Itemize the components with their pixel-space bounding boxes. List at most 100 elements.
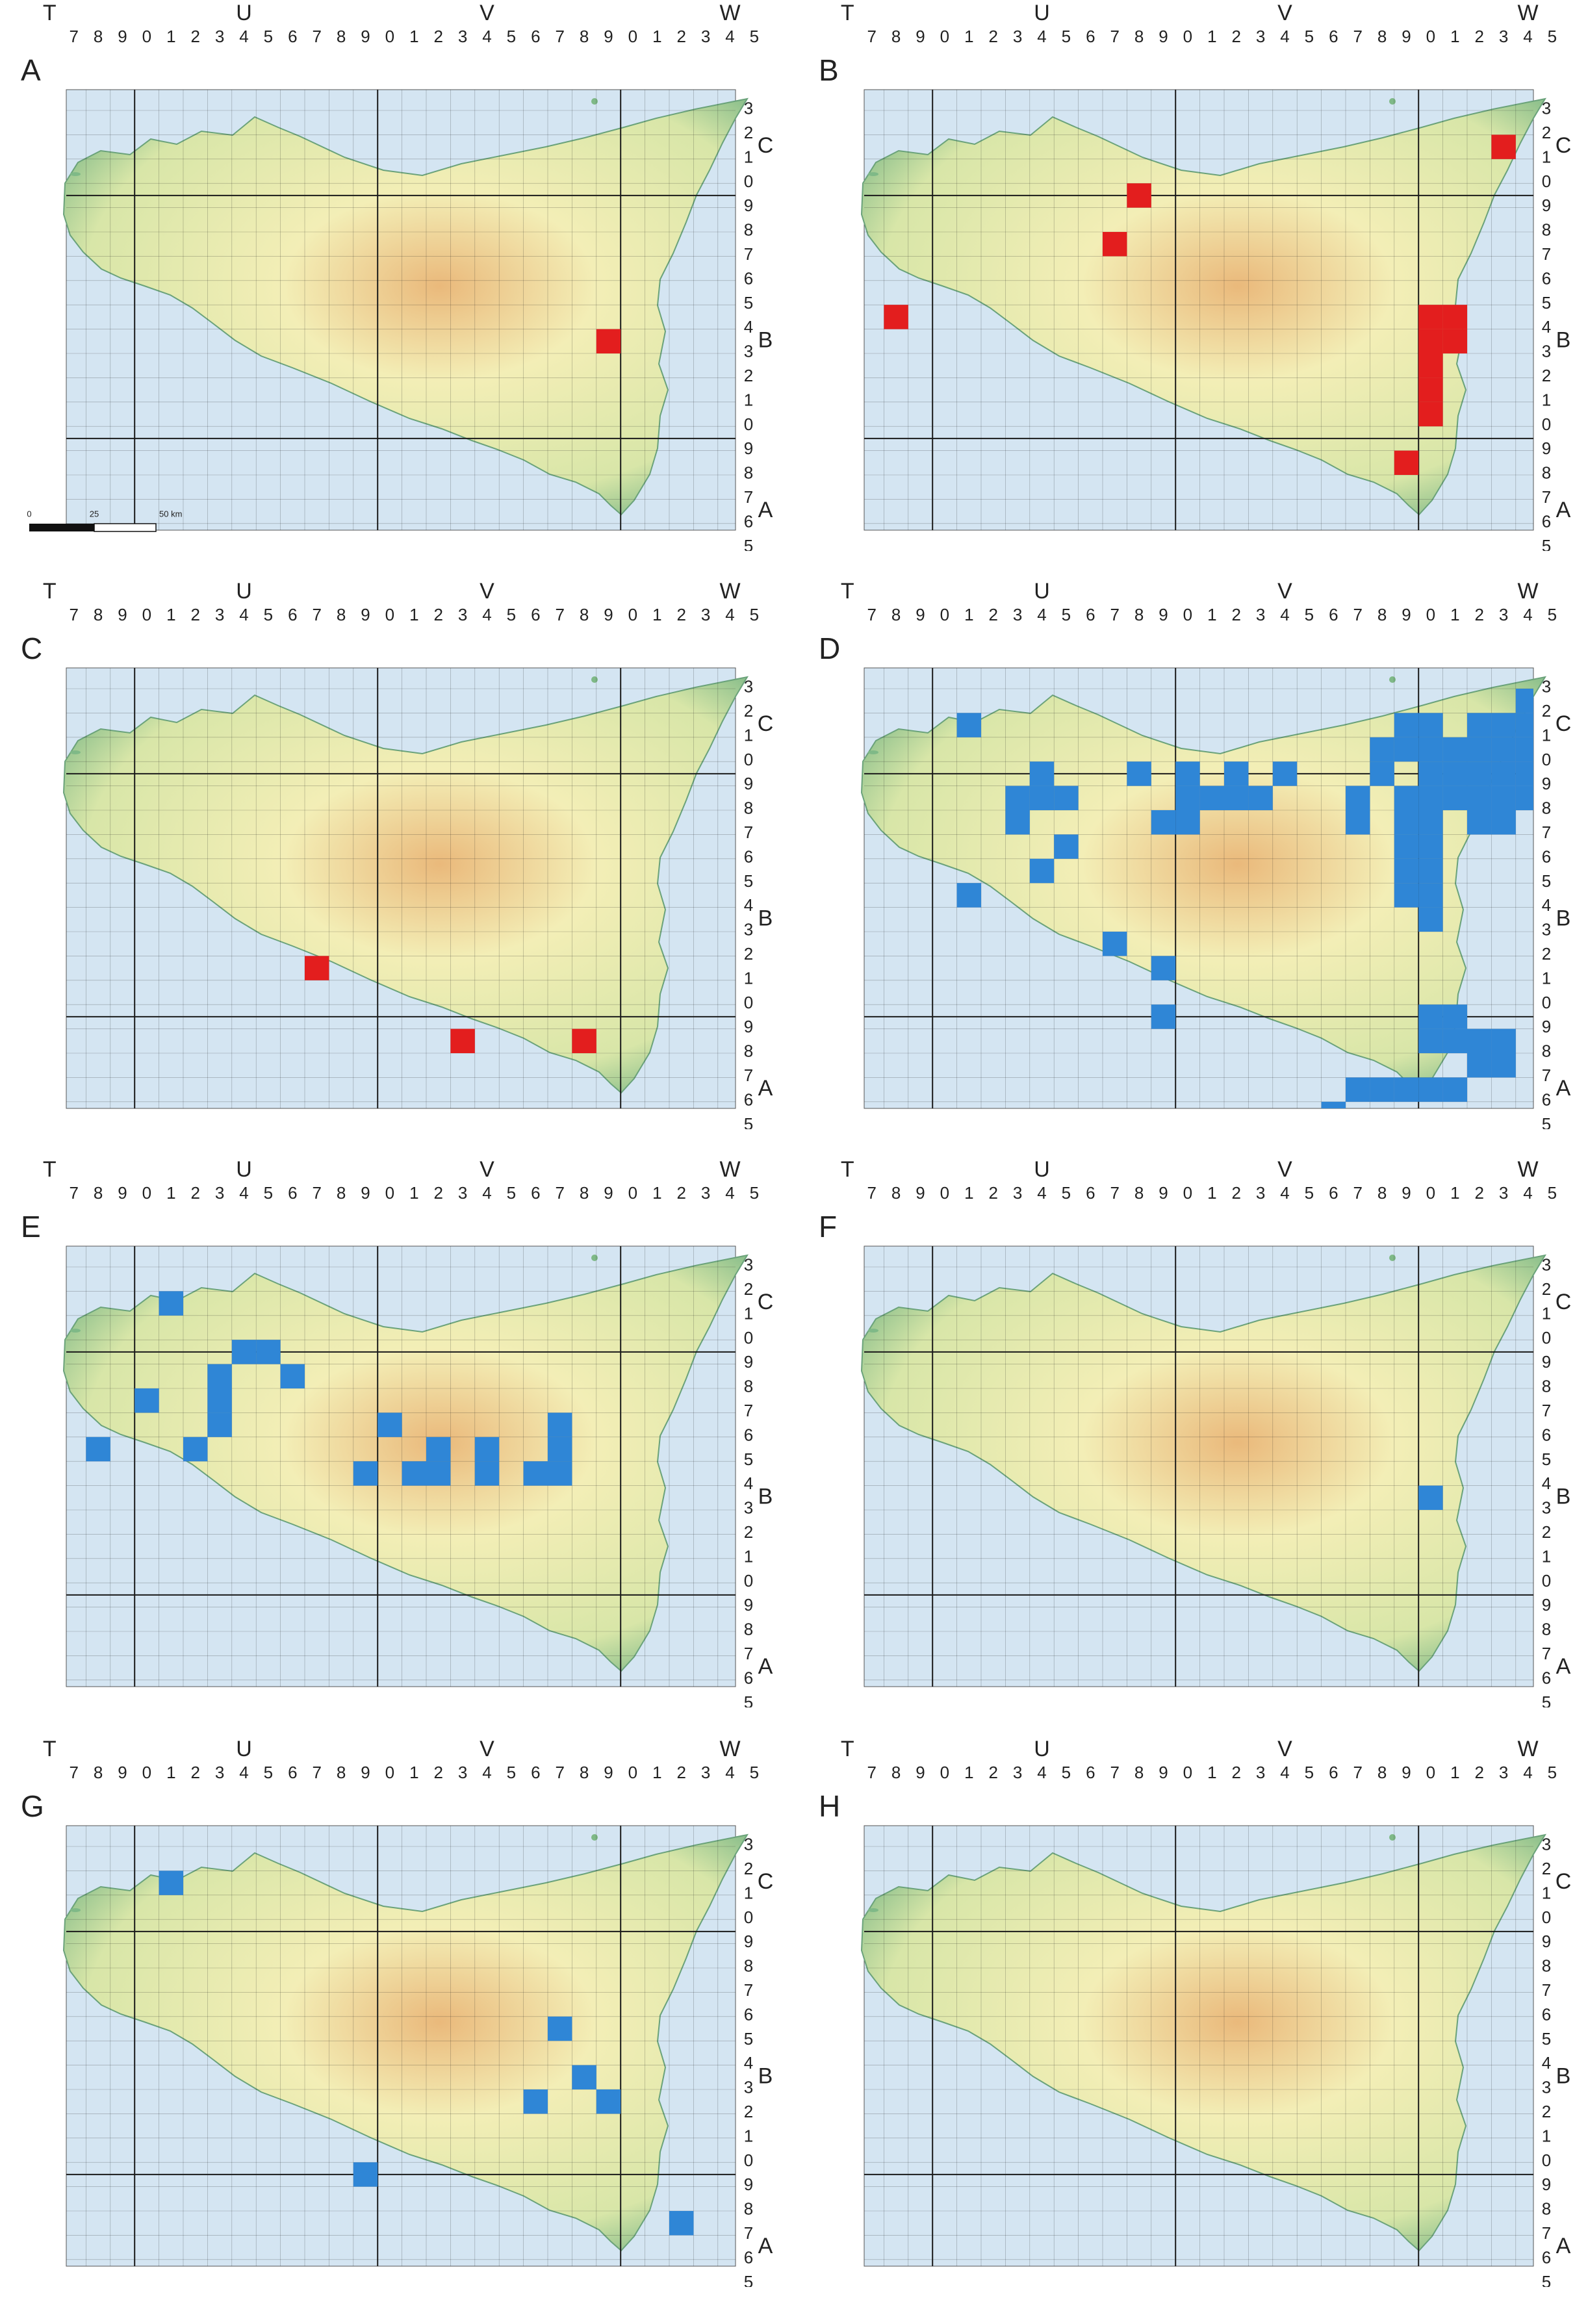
- occupied-square: [1103, 932, 1127, 956]
- column-digit: 0: [1183, 605, 1192, 624]
- occupied-square: [1054, 785, 1079, 810]
- occupied-square: [1418, 737, 1443, 762]
- occupied-square: [1370, 761, 1394, 786]
- egadi-island: [868, 750, 878, 754]
- column-digit: 4: [725, 27, 734, 46]
- zone-letter-u: U: [236, 579, 252, 604]
- column-digit: 4: [1280, 1183, 1289, 1203]
- occupied-square: [1467, 761, 1492, 786]
- row-digit: 4: [744, 317, 753, 337]
- column-digit: 7: [312, 605, 321, 624]
- map-svg: T U V W7 8 9 0 1 2 3 4 5 6 7 8 9 0 1 2 3 4 5 6 7 8 9 0 1 2 3 4 53210987…: [819, 579, 1572, 1129]
- occupied-square: [1394, 450, 1419, 475]
- row-digit: 8: [1542, 1956, 1551, 1976]
- occupied-square: [1151, 956, 1176, 980]
- column-digit: 4: [1523, 1763, 1532, 1782]
- row-digit: 8: [744, 2199, 753, 2219]
- aeolian-island: [1389, 98, 1396, 105]
- row-digit: 0: [744, 1328, 753, 1347]
- occupied-square: [548, 1412, 572, 1437]
- row-digit: 6: [744, 2004, 753, 2024]
- row-digit: 1: [744, 968, 753, 988]
- occupied-square: [1418, 377, 1443, 402]
- column-digit: 8: [1134, 1183, 1144, 1203]
- row-digit: 1: [744, 2126, 753, 2145]
- occupied-square: [1442, 737, 1467, 762]
- occupied-square: [1346, 785, 1370, 810]
- band-letter-c: C: [1556, 711, 1572, 736]
- column-digit: 3: [701, 27, 710, 46]
- column-digit: 4: [725, 605, 734, 624]
- occupied-square: [1029, 858, 1055, 884]
- occupied-square: [956, 713, 981, 737]
- column-digit: 4: [239, 1183, 248, 1203]
- occupied-square: [1394, 810, 1419, 835]
- column-digit: 8: [891, 1183, 901, 1203]
- column-digit: 7: [69, 1183, 78, 1203]
- column-digit: 2: [1231, 1183, 1240, 1203]
- row-digit: 0: [1542, 1571, 1551, 1590]
- occupied-square: [1029, 785, 1055, 810]
- egadi-island: [868, 172, 878, 176]
- column-digit: 1: [652, 1763, 661, 1782]
- column-digit: 4: [1523, 605, 1532, 624]
- utm-grid: [864, 668, 1533, 1108]
- aeolian-island: [591, 1834, 598, 1841]
- column-digit: 5: [264, 1183, 273, 1203]
- row-digit: 7: [744, 823, 753, 842]
- row-digit: 0: [744, 993, 753, 1012]
- row-digit: 9: [1542, 774, 1551, 793]
- row-digit: 8: [1542, 1620, 1551, 1639]
- row-digit: 3: [744, 2078, 753, 2097]
- row-digit: 3: [744, 920, 753, 939]
- column-digit: 1: [1450, 27, 1459, 46]
- column-digit: 5: [1062, 605, 1071, 624]
- egadi-island: [868, 1329, 878, 1333]
- band-letter-b: B: [1556, 1484, 1571, 1509]
- row-digit: 9: [1542, 196, 1551, 215]
- occupied-square: [1491, 1053, 1516, 1078]
- map-svg: T U V W7 8 9 0 1 2 3 4 5 6 7 8 9 0 1 2 3 4 5 6 7 8 9 0 1 2 3 4 53210987…: [21, 579, 773, 1129]
- occupied-square: [1394, 858, 1419, 884]
- column-digit: 9: [1402, 27, 1411, 46]
- row-digit: 4: [1542, 895, 1551, 915]
- zone-letter-v: V: [480, 579, 494, 604]
- column-digit: 8: [94, 605, 103, 624]
- row-digit: 5: [744, 871, 753, 891]
- occupied-square: [956, 883, 981, 908]
- occupied-square: [548, 1437, 572, 1462]
- occupied-square: [523, 1461, 548, 1486]
- occupied-square: [1467, 1028, 1492, 1053]
- row-digit: 7: [1542, 1644, 1551, 1663]
- occupied-square: [474, 1461, 500, 1486]
- row-digit: 0: [1542, 1908, 1551, 1927]
- occupied-square: [256, 1340, 281, 1364]
- column-digit: 2: [1474, 1763, 1483, 1782]
- column-digit: 8: [1134, 27, 1144, 46]
- row-digit: 4: [744, 1474, 753, 1493]
- row-digit: 6: [744, 847, 753, 866]
- column-digit: 7: [312, 27, 321, 46]
- row-digit: 6: [744, 511, 753, 531]
- egadi-island: [70, 750, 81, 754]
- row-digit: 4: [1542, 317, 1551, 337]
- column-digit: 2: [190, 1763, 199, 1782]
- occupied-square: [378, 1412, 402, 1437]
- occupied-square: [426, 1437, 451, 1462]
- column-digit: 5: [507, 27, 516, 46]
- column-digit: 2: [190, 27, 199, 46]
- column-digit: 7: [867, 1183, 876, 1203]
- row-digit: 0: [1542, 750, 1551, 769]
- row-digit: 5: [744, 1114, 753, 1129]
- column-digit: 9: [361, 1763, 370, 1782]
- occupied-square: [1467, 785, 1492, 810]
- utm-grid: [66, 1826, 736, 2266]
- row-digit: 5: [1542, 1692, 1551, 1707]
- column-digit: 2: [988, 27, 997, 46]
- band-letter-c: C: [1556, 1290, 1572, 1314]
- row-digit: 8: [1542, 1041, 1551, 1061]
- occupied-square: [523, 2089, 548, 2114]
- occupied-square: [1418, 1077, 1443, 1102]
